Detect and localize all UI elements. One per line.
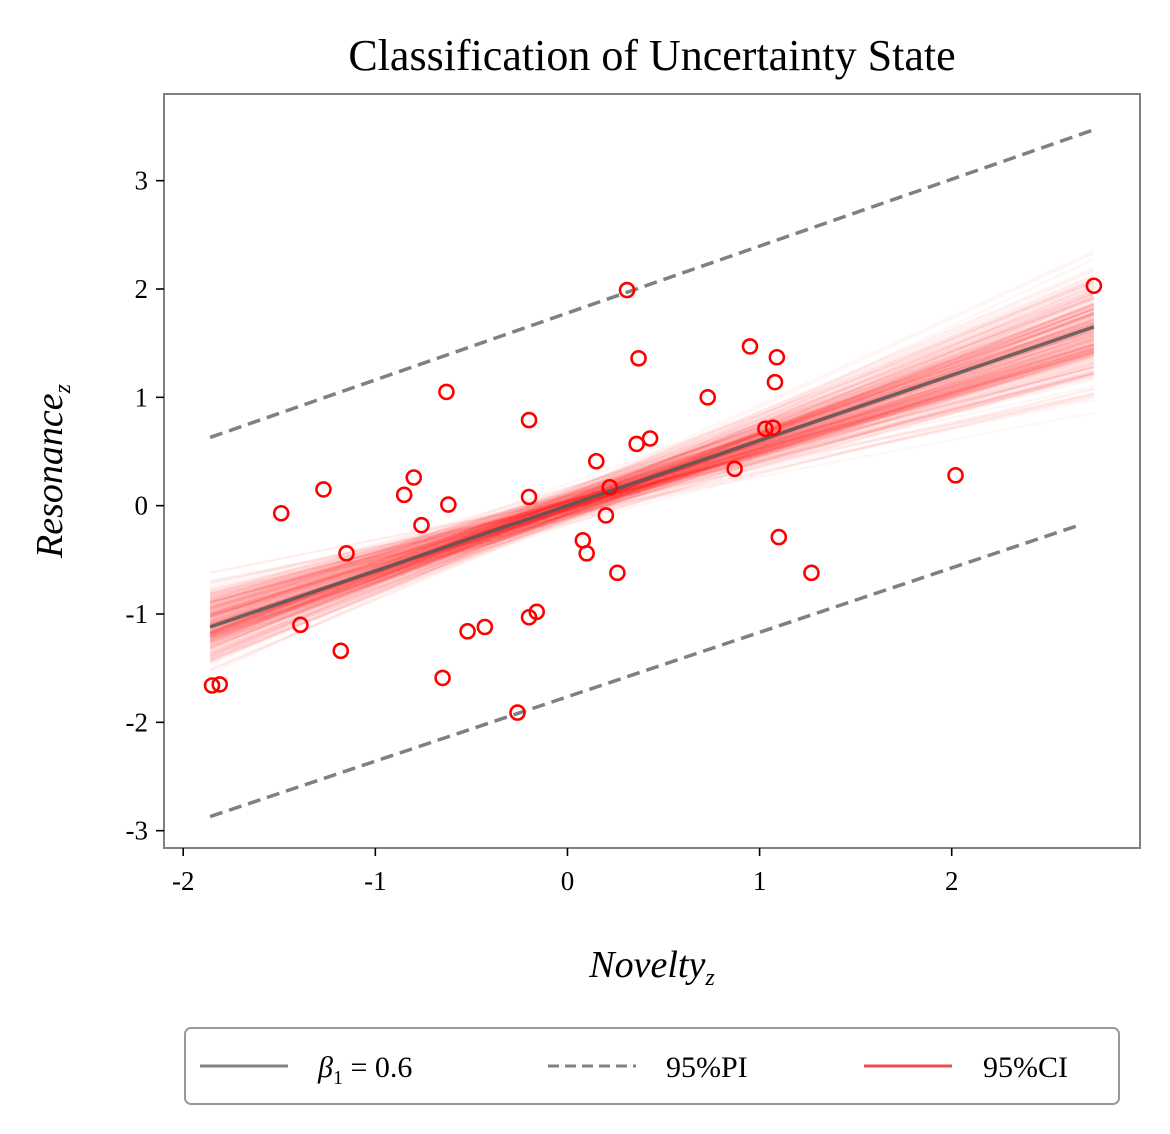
ci-sample-line [210,353,1094,617]
ci-band [210,251,1094,674]
y-axis: -3 -2 -1 0 1 2 3 [126,166,164,846]
data-point [203,677,221,694]
x-axis-label-text: Novelty [588,944,705,986]
data-point [520,411,538,429]
data-point [440,496,457,513]
data-point [405,469,423,486]
y-tick-label: 1 [135,382,149,412]
data-point [641,430,659,447]
data-point [509,704,526,721]
x-axis-label: Noveltyz [588,944,715,991]
x-axis: -2 -1 0 1 2 [172,848,959,896]
legend-label-pi: 95%PI [666,1051,748,1084]
x-tick-label: 1 [753,866,767,896]
data-point [520,488,538,506]
legend-label-ci: 95%CI [983,1051,1068,1084]
data-point [332,642,350,660]
chart-title: Classification of Uncertainty State [348,31,955,80]
data-point [578,545,595,562]
data-point [459,623,476,640]
y-tick-label: 2 [135,274,149,304]
data-point [766,373,784,391]
data-point [272,504,290,522]
data-point [609,564,626,582]
legend-frame [184,1027,1120,1105]
points-layer [203,277,1103,721]
data-point [1085,277,1103,295]
data-point [587,452,605,470]
y-tick-label: -2 [126,707,149,737]
data-point [597,507,615,524]
data-point [601,478,619,496]
y-tick-label: -1 [126,599,149,629]
data-point [315,481,332,498]
ci-sample-line [210,316,1094,618]
data-point [726,460,743,478]
data-point [413,516,430,534]
y-tick-label: 3 [135,166,149,196]
x-tick-label: 0 [561,866,575,896]
data-point [770,528,788,546]
data-point [768,348,786,366]
x-tick-label: -1 [364,866,387,896]
data-point [741,338,759,355]
data-point [764,419,782,436]
data-point [757,420,774,438]
data-point [618,281,636,299]
ci-sample-line [210,374,1094,601]
fit-line [209,325,1095,629]
ci-sample-line [210,304,1094,633]
y-tick-label: -3 [126,816,149,846]
data-point [476,618,494,636]
plot-frame [163,93,1141,849]
y-tick-label: 0 [135,491,149,521]
pi-upper-line [209,128,1095,440]
data-point [434,669,451,687]
data-point [947,467,964,484]
fit-layer [209,128,1095,819]
legend: β1 = 0.6 95%PI 95%CI [184,1027,1120,1105]
data-point [803,564,820,582]
data-point [528,603,546,621]
legend-label-fit-value: = 0.6 [343,1051,412,1084]
x-axis-label-sub: z [704,965,715,991]
x-tick-label: -2 [172,866,195,896]
y-axis-label-sub: z [50,383,76,394]
data-point [338,545,355,562]
legend-label-fit-symbol: β [317,1051,333,1084]
data-point [292,616,309,634]
legend-label-fit: β1 = 0.6 [317,1051,412,1089]
data-point [699,389,717,406]
y-axis-label-text: Resonance [29,393,71,559]
pi-lower-line [209,522,1083,819]
data-point [628,435,645,453]
data-point [395,486,413,504]
legend-label-fit-sub: 1 [333,1067,343,1089]
data-point [630,350,647,367]
ci-sample-line [210,353,1094,643]
data-point [211,676,229,693]
data-point [438,383,455,401]
x-tick-label: 2 [945,866,959,896]
y-axis-label: Resonancez [29,383,76,559]
